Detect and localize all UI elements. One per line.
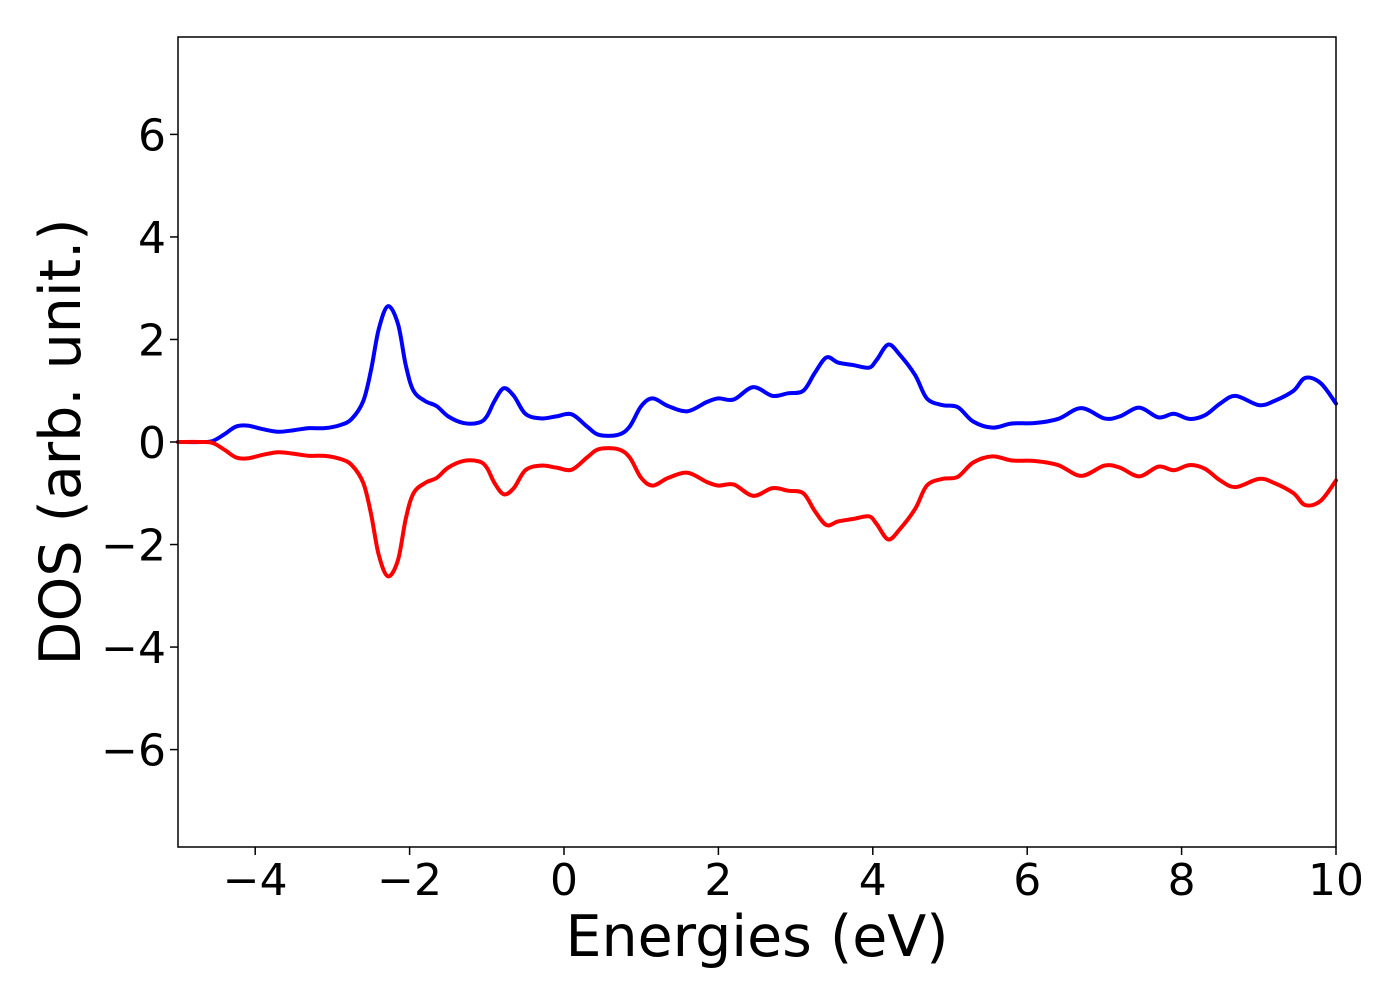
x-tick-label: 4 <box>859 855 887 906</box>
y-tick-label: 4 <box>138 213 166 264</box>
y-tick-label: −6 <box>101 726 166 777</box>
x-tick-label: 10 <box>1308 855 1364 906</box>
y-axis: −6 −4 −2 0 2 4 6 <box>101 110 178 777</box>
series-line-blue <box>176 304 1338 445</box>
series-line-red <box>176 439 1338 579</box>
x-tick-label: −4 <box>223 855 288 906</box>
x-tick-label: −2 <box>377 855 442 906</box>
x-tick-label: 6 <box>1013 855 1041 906</box>
x-axis: −4 −2 0 2 4 6 8 10 <box>223 847 1364 906</box>
x-tick-label: 8 <box>1168 855 1196 906</box>
y-tick-label: 6 <box>138 110 166 161</box>
y-tick-label: −2 <box>101 521 166 572</box>
y-tick-label: 2 <box>138 315 166 366</box>
series-layer <box>176 304 1338 579</box>
plot-area <box>178 37 1336 847</box>
y-tick-label: −4 <box>101 623 166 674</box>
y-tick-label: 0 <box>138 418 166 469</box>
x-tick-label: 2 <box>704 855 732 906</box>
y-axis-label: DOS (arb. unit.) <box>28 219 94 666</box>
x-tick-label: 0 <box>550 855 578 906</box>
x-axis-label: Energies (eV) <box>565 904 948 970</box>
